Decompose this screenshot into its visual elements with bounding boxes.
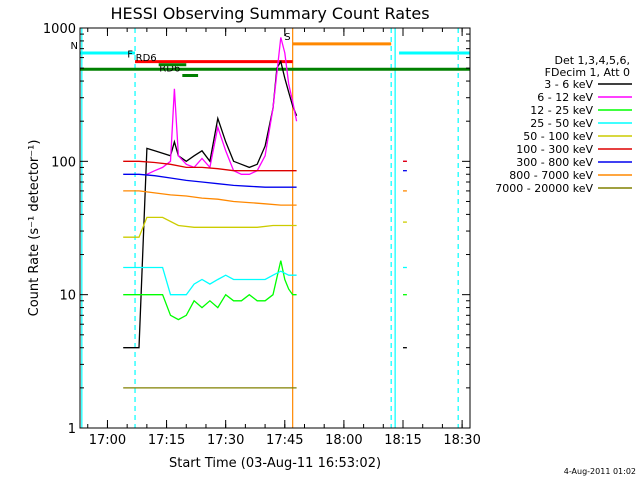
x-axis-label: Start Time (03-Aug-11 16:53:02) xyxy=(169,456,381,471)
plot-frame xyxy=(79,27,471,429)
series-25-50-kev xyxy=(123,266,297,296)
y-tick-label-100: 100 xyxy=(51,155,76,170)
legend-label-25-50-kev: 25 - 50 keV xyxy=(530,117,593,130)
state-label-f-2: F xyxy=(127,50,133,61)
legend-label-7000-20000-kev: 7000 - 20000 keV xyxy=(495,182,593,195)
state-label-rd6-3: RD6 xyxy=(159,64,180,75)
legend-label-6-12-kev: 6 - 12 keV xyxy=(537,91,593,104)
legend-label-800-7000-kev: 800 - 7000 keV xyxy=(509,169,593,182)
series-50-100-kev xyxy=(123,216,297,238)
x-tick-label-17-30: 17:30 xyxy=(207,433,244,448)
y-axis: 1 10 100 1000 xyxy=(43,22,470,437)
x-tick-label-18-00: 18:00 xyxy=(325,433,362,448)
state-label-s-5: S xyxy=(284,32,290,43)
timestamp: 4-Aug-2011 01:02 xyxy=(564,467,636,476)
legend: Det 1,3,4,5,6,FDecim 1, Att 03 - 6 keV6 … xyxy=(495,54,632,195)
series-100-300-kev xyxy=(123,160,297,172)
legend-label-3-6-kev: 3 - 6 keV xyxy=(544,78,593,91)
y-axis-label: Count Rate (s⁻¹ detector⁻¹) xyxy=(27,140,42,317)
legend-header-2: FDecim 1, Att 0 xyxy=(545,66,630,79)
series-800-7000-kev xyxy=(123,190,297,206)
x-axis: 17:00 17:15 17:30 17:45 18:00 18:15 18:30 xyxy=(87,28,481,448)
x-tick-label-17-45: 17:45 xyxy=(266,433,303,448)
series-3-6-kev xyxy=(123,59,298,349)
legend-label-300-800-kev: 300 - 800 keV xyxy=(516,156,593,169)
state-label-rd6-4: RD6 xyxy=(136,53,157,64)
series-12-25-kev xyxy=(123,260,297,321)
y-tick-label-1000: 1000 xyxy=(43,22,76,37)
x-tick-label-17-00: 17:00 xyxy=(89,433,126,448)
series-300-800-kev xyxy=(123,173,297,188)
legend-label-12-25-kev: 12 - 25 keV xyxy=(530,104,593,117)
chart-title: HESSI Observing Summary Count Rates xyxy=(110,4,429,23)
legend-label-100-300-kev: 100 - 300 keV xyxy=(516,143,593,156)
x-tick-label-18-30: 18:30 xyxy=(443,433,480,448)
series-6-12-kev xyxy=(146,37,298,175)
state-label-n-1: N xyxy=(71,41,78,52)
x-tick-label-17-15: 17:15 xyxy=(148,433,185,448)
x-tick-label-18-15: 18:15 xyxy=(384,433,421,448)
y-tick-label-10: 10 xyxy=(59,289,76,304)
y-tick-label-1: 1 xyxy=(68,422,76,437)
legend-header-1: Det 1,3,4,5,6, xyxy=(554,54,630,67)
legend-label-50-100-kev: 50 - 100 keV xyxy=(523,130,593,143)
